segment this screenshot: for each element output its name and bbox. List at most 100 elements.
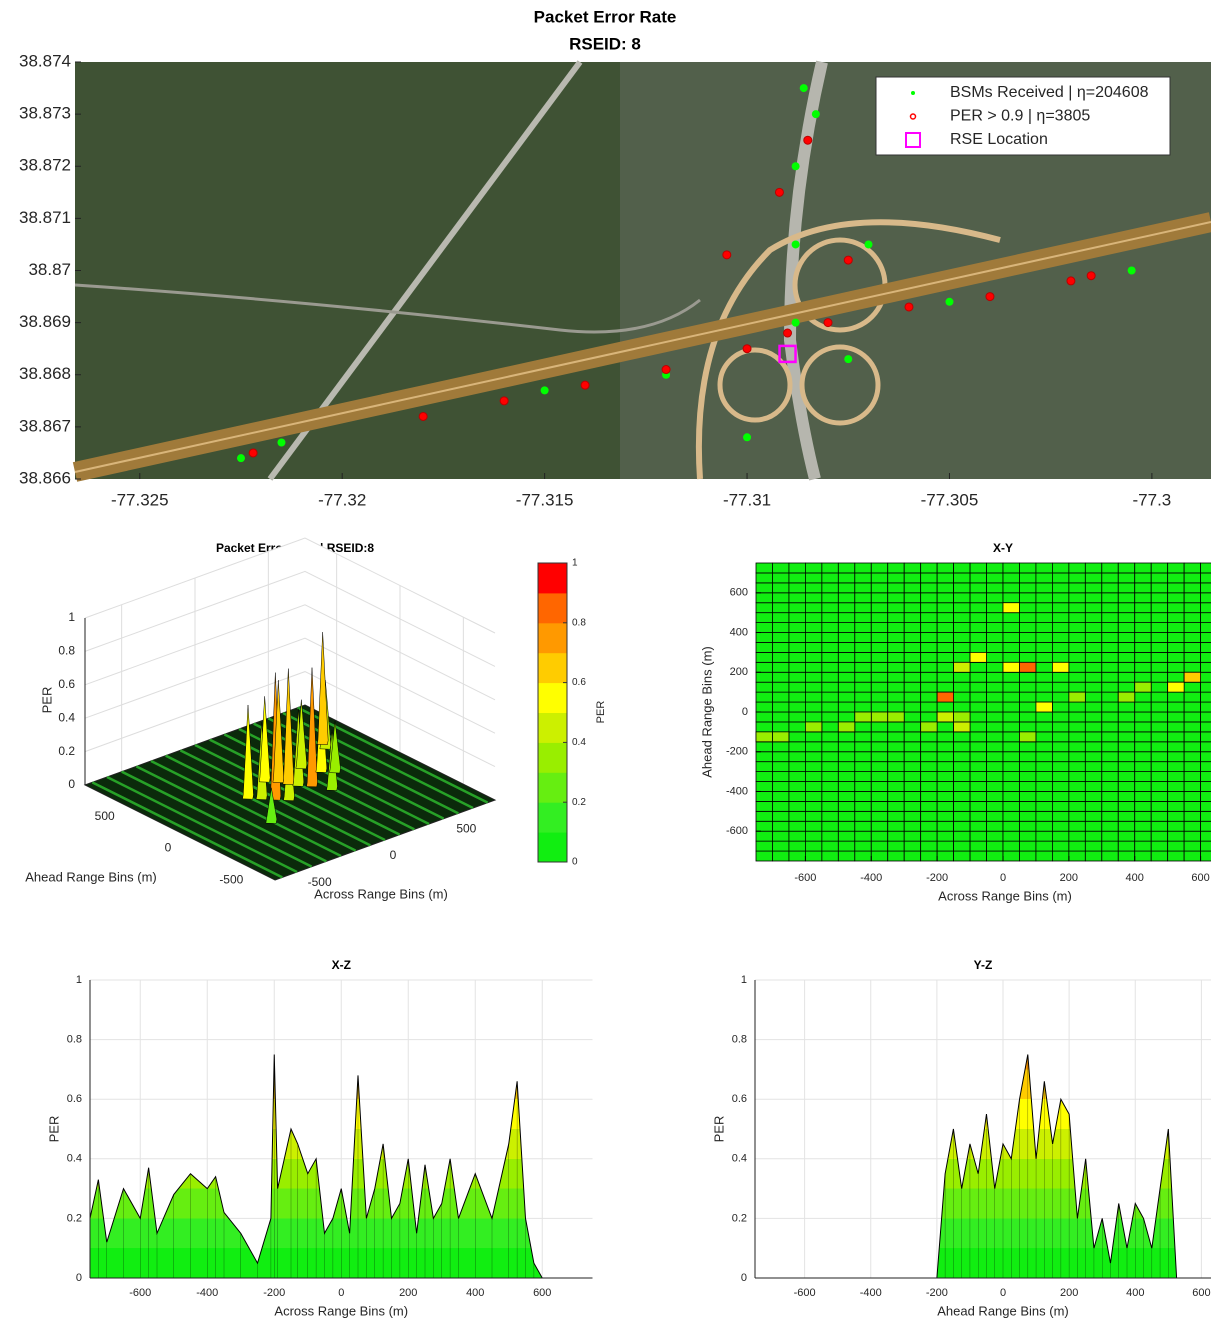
heatmap-cell-empty xyxy=(1200,820,1211,832)
heatmap-cell-empty xyxy=(821,711,839,723)
heatmap-cell-empty xyxy=(1035,602,1053,614)
heatmap-cell-empty xyxy=(1200,850,1211,862)
heatmap-cell-empty xyxy=(1084,801,1103,812)
heatmap-cell-empty xyxy=(1052,771,1070,782)
heatmap-cell-empty xyxy=(1200,731,1211,743)
heatmap-cell-empty xyxy=(953,751,971,763)
heatmap-cell-empty xyxy=(821,850,839,862)
x-tick-label: 600 xyxy=(533,1287,551,1299)
heatmap-cell-empty xyxy=(1052,810,1070,822)
heatmap-cell-empty xyxy=(1150,781,1169,792)
heatmap-cell-empty xyxy=(805,562,823,574)
heatmap-cell-empty xyxy=(870,602,889,614)
heatmap-cell-empty xyxy=(1183,572,1201,584)
heatmap-cell-empty xyxy=(1019,820,1037,832)
heatmap-cell-empty xyxy=(887,582,905,594)
heatmap-cell-empty xyxy=(1183,652,1201,663)
heatmap-cell-empty xyxy=(1084,622,1103,633)
heatmap-cell-empty xyxy=(805,691,823,703)
colorbar-swatch xyxy=(538,563,567,594)
heatmap-cell-empty xyxy=(1200,612,1211,624)
heatmap-cell-empty xyxy=(1150,592,1169,604)
heatmap-cell-empty xyxy=(1068,781,1086,792)
heatmap-cell-empty xyxy=(1052,592,1070,604)
heatmap-cell-empty xyxy=(936,661,955,673)
heatmap-cell-empty xyxy=(805,771,823,782)
heatmap-cell xyxy=(920,721,938,733)
heatmap-cell-empty xyxy=(772,572,790,584)
heatmap-cell-empty xyxy=(1150,572,1169,584)
heatmap-cell-empty xyxy=(936,642,955,653)
heatmap-cell-empty xyxy=(1134,810,1152,822)
grid-line xyxy=(84,671,496,768)
heatmap-cell-empty xyxy=(788,791,806,802)
heatmap-cell-empty xyxy=(870,681,889,693)
heatmap-cell xyxy=(1019,731,1037,743)
heatmap-cell-empty xyxy=(953,850,971,862)
heatmap-cell-empty xyxy=(969,731,987,743)
heatmap-cell-empty xyxy=(870,741,889,753)
heatmap-cell-empty xyxy=(854,652,872,663)
heatmap-cell-empty xyxy=(920,820,938,832)
heatmap-cell-empty xyxy=(1134,771,1152,782)
heatmap-cell-empty xyxy=(920,840,938,852)
y-tick-label: 200 xyxy=(730,666,748,678)
area-fill xyxy=(936,1054,1177,1278)
heatmap-cell-empty xyxy=(920,592,938,604)
heatmap-cell-empty xyxy=(755,582,773,594)
heatmap-cell-empty xyxy=(1002,840,1020,852)
surface-peak xyxy=(306,667,318,788)
heatmap-cell-empty xyxy=(920,810,938,822)
heatmap-cell-empty xyxy=(870,642,889,653)
heatmap-cell-empty xyxy=(953,801,971,812)
heatmap-cell-empty xyxy=(953,592,971,604)
heatmap-cell-empty xyxy=(1200,652,1211,663)
heatmap-cell xyxy=(1068,691,1086,703)
heatmap-cell xyxy=(1035,701,1053,713)
x-tick-label: -500 xyxy=(308,875,332,889)
point xyxy=(791,318,800,327)
heatmap-cell-empty xyxy=(1035,791,1053,802)
heatmap-cell-empty xyxy=(805,602,823,614)
point xyxy=(540,386,549,395)
heatmap-cell-empty xyxy=(805,751,823,763)
heatmap-cell-empty xyxy=(1084,632,1103,643)
heatmap-cell-empty xyxy=(1052,582,1070,594)
heatmap-cell-empty xyxy=(1200,771,1211,782)
heatmap-cell-empty xyxy=(821,701,839,713)
heatmap-cell-empty xyxy=(1200,642,1211,653)
heatmap-cell-empty xyxy=(1101,632,1119,643)
heatmap-cell-empty xyxy=(1084,681,1103,693)
heatmap-cell-empty xyxy=(1002,572,1020,584)
heatmap-cell-empty xyxy=(837,791,856,802)
point xyxy=(1127,266,1136,275)
heatmap-cell xyxy=(1002,661,1020,673)
x-tick-label: -400 xyxy=(196,1287,218,1299)
heatmap-cell-empty xyxy=(854,781,872,792)
heatmap-cell-empty xyxy=(986,820,1004,832)
heatmap-cell-empty xyxy=(953,701,971,713)
heatmap-cell-empty xyxy=(854,562,872,574)
heatmap-cell-empty xyxy=(837,820,856,832)
heatmap-cell-empty xyxy=(887,671,905,683)
colorbar-swatch xyxy=(538,772,567,803)
point xyxy=(985,292,995,302)
heatmap-cell xyxy=(1183,671,1201,683)
heatmap-cell-empty xyxy=(1183,741,1201,753)
y-tick-label: 0 xyxy=(76,1272,82,1284)
heatmap-cell-empty xyxy=(1167,791,1185,802)
surface-stripe xyxy=(223,733,415,831)
heatmap-cell-empty xyxy=(1019,642,1037,653)
heatmap-cell-empty xyxy=(1167,840,1185,852)
heatmap-cell-empty xyxy=(1035,661,1053,673)
heatmap-cell-empty xyxy=(821,761,839,773)
heatmap-cell-empty xyxy=(1183,661,1201,673)
heatmap-cell-empty xyxy=(903,681,922,693)
colorbar-swatch xyxy=(538,802,567,833)
heatmap-cell-empty xyxy=(1183,761,1201,773)
heatmap-cell-empty xyxy=(854,572,872,584)
heatmap-cell-empty xyxy=(1084,691,1103,703)
heatmap-cell-empty xyxy=(1002,592,1020,604)
heatmap-cell-empty xyxy=(1150,701,1169,713)
heatmap-cell-empty xyxy=(1052,731,1070,743)
